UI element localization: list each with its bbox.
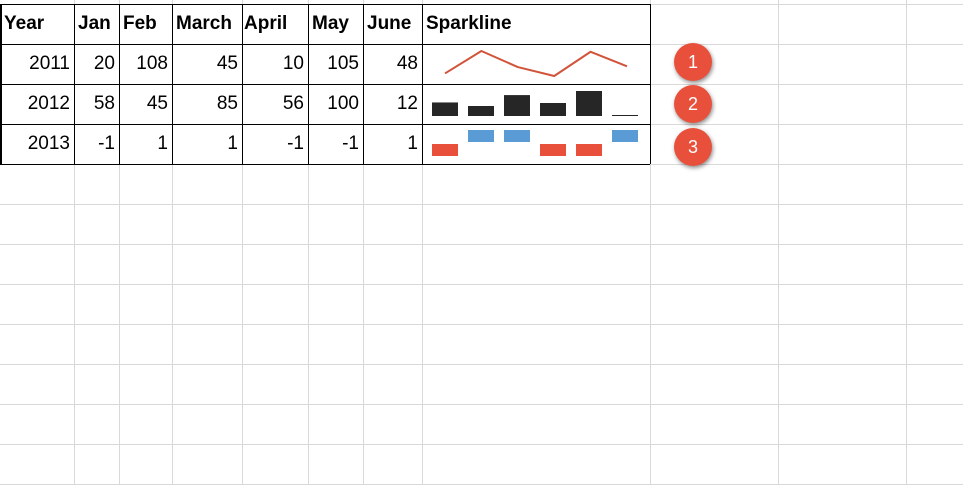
badge-1: 1 <box>674 43 712 81</box>
cell-2011-feb[interactable]: 108 <box>136 53 168 74</box>
cell-2012-april[interactable]: 56 <box>282 93 304 114</box>
cell-year-2011[interactable]: 2011 <box>29 53 70 74</box>
sparkline-column-bar <box>576 91 602 116</box>
header-june[interactable]: June <box>367 13 412 34</box>
sparkline-loss-bar <box>576 144 602 156</box>
cell-2013-march[interactable]: 1 <box>227 133 238 154</box>
sparkline-column-bar <box>432 102 458 116</box>
cell-2012-jan[interactable]: 58 <box>93 93 115 114</box>
badge-3: 3 <box>674 128 712 166</box>
header-may[interactable]: May <box>312 13 349 34</box>
cell-2013-may[interactable]: -1 <box>342 133 359 154</box>
header-march[interactable]: March <box>176 13 232 34</box>
sparkline-line-2011 <box>444 50 628 77</box>
sparkline-loss-bar <box>432 144 458 156</box>
sparkline-win-bar <box>612 130 638 142</box>
cell-2012-may[interactable]: 100 <box>327 93 359 114</box>
cell-2013-april[interactable]: -1 <box>287 133 304 154</box>
cell-year-2012[interactable]: 2012 <box>27 93 70 114</box>
cell-2012-feb[interactable]: 45 <box>146 93 168 114</box>
cell-2011-march[interactable]: 45 <box>216 53 238 74</box>
cell-year-2013[interactable]: 2013 <box>27 133 70 154</box>
header-year[interactable]: Year <box>4 13 45 34</box>
badge-2: 2 <box>674 85 712 123</box>
sparkline-column-bar <box>504 95 530 116</box>
sparkline-win-bar <box>468 130 494 142</box>
header-sparkline[interactable]: Sparkline <box>426 13 512 34</box>
header-feb[interactable]: Feb <box>123 13 157 34</box>
cell-2011-april[interactable]: 10 <box>282 53 304 74</box>
cell-2013-jan[interactable]: -1 <box>98 133 115 154</box>
cell-2011-jan[interactable]: 20 <box>93 53 115 74</box>
cell-2011-may[interactable]: 105 <box>327 53 359 74</box>
cell-2011-june[interactable]: 48 <box>396 53 418 74</box>
cell-2012-june[interactable]: 12 <box>396 93 418 114</box>
sparkline-column-bar <box>540 103 566 116</box>
header-jan[interactable]: Jan <box>78 13 111 34</box>
cell-2013-feb[interactable]: 1 <box>157 133 168 154</box>
cell-2013-june[interactable]: 1 <box>407 133 418 154</box>
header-april[interactable]: April <box>244 13 288 34</box>
sparkline-column-bar <box>468 106 494 116</box>
sparkline-win-bar <box>504 130 530 142</box>
sparkline-column-bar <box>612 115 638 116</box>
sparkline-loss-bar <box>540 144 566 156</box>
cell-2012-march[interactable]: 85 <box>216 93 238 114</box>
